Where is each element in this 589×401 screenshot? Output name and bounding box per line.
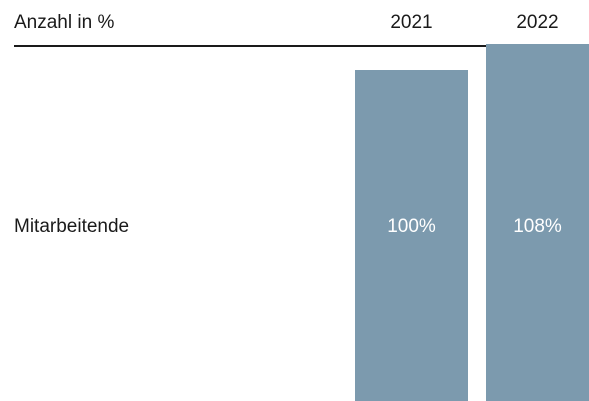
bar-value-label-2021: 100% (387, 216, 436, 237)
header-rule (14, 45, 589, 47)
bar-value-label-2022: 108% (513, 216, 562, 237)
row-label-mitarbeitende: Mitarbeitende (14, 216, 130, 237)
bar-2022 (486, 44, 589, 401)
column-header-2022: 2022 (516, 12, 559, 33)
bar-2021 (355, 70, 468, 401)
column-header-2021: 2021 (390, 12, 433, 33)
chart-header-title: Anzahl in % (14, 12, 115, 33)
